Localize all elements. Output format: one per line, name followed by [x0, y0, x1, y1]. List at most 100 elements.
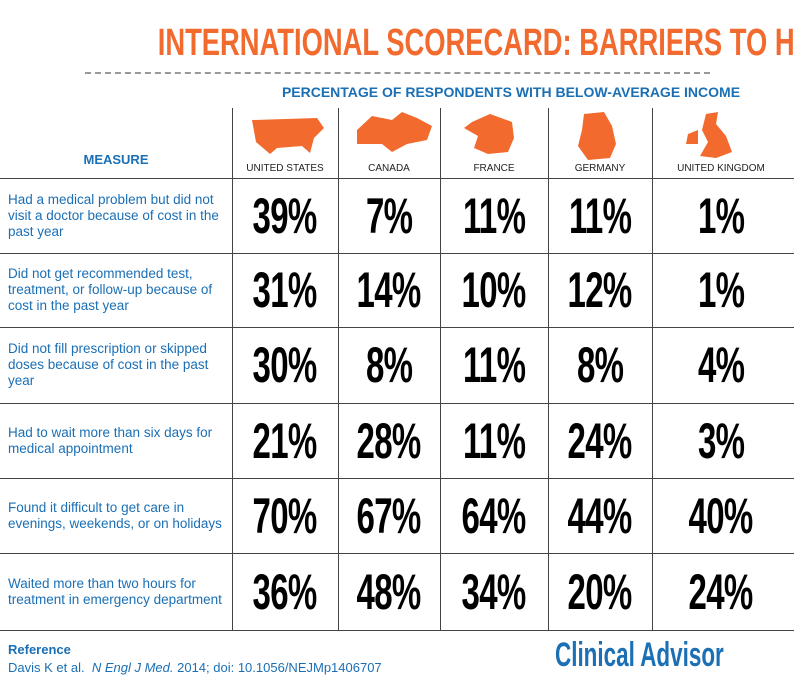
title-text: INTERNATIONAL SCORECARD: BARRIERS TO HEA…	[157, 22, 794, 64]
value-cell: 31%	[232, 253, 338, 327]
measure-line: Had to wait more than six days for medic…	[8, 424, 213, 456]
value-text: 4%	[697, 337, 745, 393]
value-cell: 64%	[440, 478, 548, 553]
value-text: 21%	[252, 412, 318, 469]
value-cell: 11%	[440, 178, 548, 253]
value-text: 1%	[697, 262, 745, 318]
value-text: 36%	[252, 563, 318, 620]
value-text: 64%	[461, 487, 527, 544]
value-cell: 24%	[548, 403, 652, 478]
measure-text: Had a medical problem but did not visit …	[8, 178, 230, 253]
measure-line: Did not get recommended test, treatment,…	[8, 266, 213, 313]
subtitle: PERCENTAGE OF RESPONDENTS WITH BELOW-AVE…	[281, 84, 741, 100]
column-divider	[652, 108, 653, 630]
measure-line: Waited more than two hours for treatment…	[8, 575, 222, 607]
row-divider	[0, 327, 794, 328]
citation-authors: Davis K et al.	[8, 660, 85, 675]
column-divider	[232, 108, 233, 630]
country-label: UNITED STATES	[246, 163, 324, 174]
country-maps	[252, 112, 732, 160]
value-cell: 40%	[652, 478, 790, 553]
value-text: 11%	[568, 187, 632, 244]
value-text: 11%	[462, 412, 526, 469]
country-label: GERMANY	[574, 163, 626, 174]
value-text: 31%	[252, 262, 318, 318]
value-cell: 70%	[232, 478, 338, 553]
value-cell: 30%	[232, 327, 338, 403]
value-cell: 48%	[338, 553, 440, 630]
citation: Davis K et al. N Engl J Med. 2014; doi: …	[8, 660, 382, 675]
value-cell: 14%	[338, 253, 440, 327]
value-text: 8%	[365, 337, 413, 393]
value-text: 24%	[567, 412, 633, 469]
measure-text: Found it difficult to get care in evenin…	[8, 478, 230, 553]
value-text: 14%	[356, 262, 422, 318]
value-cell: 67%	[338, 478, 440, 553]
value-text: 24%	[688, 563, 754, 620]
row-divider	[0, 630, 794, 631]
country-label: UNITED KINGDOM	[677, 163, 765, 174]
value-text: 40%	[688, 487, 754, 544]
value-cell: 7%	[338, 178, 440, 253]
value-text: 67%	[356, 487, 422, 544]
value-cell: 1%	[652, 178, 790, 253]
value-cell: 34%	[440, 553, 548, 630]
value-cell: 21%	[232, 403, 338, 478]
value-text: 70%	[252, 487, 318, 544]
value-text: 44%	[567, 487, 633, 544]
row-divider	[0, 403, 794, 404]
value-cell: 20%	[548, 553, 652, 630]
value-text: 39%	[252, 187, 318, 244]
map-uk	[686, 112, 732, 158]
value-text: 8%	[576, 337, 624, 393]
value-text: 1%	[697, 187, 745, 244]
value-cell: 10%	[440, 253, 548, 327]
map-germany	[578, 112, 616, 160]
measure-line: Found it difficult to get care in evenin…	[8, 499, 222, 531]
value-cell: 1%	[652, 253, 790, 327]
measure-text: Waited more than two hours for treatment…	[8, 553, 230, 630]
divider	[85, 72, 710, 74]
value-text: 3%	[697, 412, 745, 469]
value-cell: 11%	[440, 327, 548, 403]
value-text: 30%	[252, 337, 318, 393]
value-cell: 4%	[652, 327, 790, 403]
row-divider	[0, 253, 794, 254]
citation-journal: N Engl J Med.	[91, 660, 174, 675]
country-label: CANADA	[368, 163, 410, 174]
value-text: 48%	[356, 563, 422, 620]
value-cell: 44%	[548, 478, 652, 553]
country-label: FRANCE	[473, 163, 515, 174]
map-canada	[357, 112, 432, 152]
value-text: 10%	[461, 262, 527, 318]
value-cell: 36%	[232, 553, 338, 630]
citation-rest: 2014; doi: 10.1056/NEJMp1406707	[177, 660, 382, 675]
value-text: 11%	[462, 337, 526, 393]
title: INTERNATIONAL SCORECARD: BARRIERS TO HEA…	[0, 18, 794, 68]
column-divider	[338, 108, 339, 630]
value-text: 34%	[461, 563, 527, 620]
map-france	[464, 114, 514, 154]
reference-label: Reference	[8, 642, 71, 657]
column-divider	[548, 108, 549, 630]
value-cell: 12%	[548, 253, 652, 327]
value-cell: 8%	[548, 327, 652, 403]
measure-header: MEASURE	[83, 152, 149, 167]
column-divider	[440, 108, 441, 630]
value-cell: 11%	[548, 178, 652, 253]
value-text: 20%	[567, 563, 633, 620]
value-text: 7%	[365, 187, 413, 244]
measure-line: Did not fill prescription or skipped dos…	[8, 341, 209, 388]
value-text: 28%	[356, 412, 422, 469]
row-divider	[0, 478, 794, 479]
row-divider	[0, 178, 794, 179]
value-text: 12%	[567, 262, 633, 318]
row-divider	[0, 553, 794, 554]
value-text: 11%	[462, 187, 526, 244]
measure-line: Had a medical problem but did not visit …	[8, 191, 219, 239]
value-cell: 11%	[440, 403, 548, 478]
value-cell: 28%	[338, 403, 440, 478]
measure-text: Did not get recommended test, treatment,…	[8, 253, 230, 327]
measure-text: Did not fill prescription or skipped dos…	[8, 327, 230, 403]
